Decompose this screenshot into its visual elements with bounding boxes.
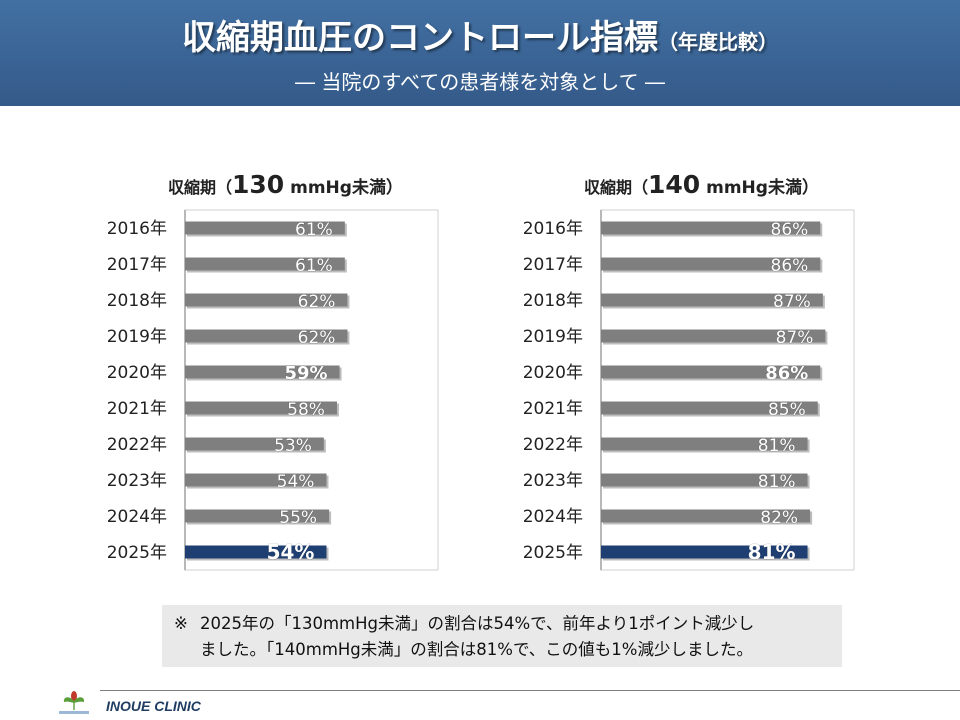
data-label: 87% <box>776 328 814 348</box>
tick-label: 2017年 <box>107 255 167 275</box>
data-label: 54% <box>267 540 315 564</box>
chart-title-number: 140 <box>648 170 701 199</box>
data-label: 55% <box>279 508 317 528</box>
chart-title-unit: mmHg未満） <box>700 178 819 198</box>
chart-title-prefix: 収縮期（ <box>584 178 649 197</box>
data-label: 86% <box>765 363 808 384</box>
tick-label: 2024年 <box>107 507 167 527</box>
tick-label: 2018年 <box>107 291 167 311</box>
data-label: 87% <box>773 292 811 312</box>
bar <box>601 473 808 487</box>
tick-label: 2020年 <box>523 363 583 383</box>
bar <box>601 293 823 307</box>
page-title: 収縮期血圧のコントロール指標（年度比較） <box>0 10 960 59</box>
data-label: 82% <box>760 508 798 528</box>
title-suffix: （年度比較） <box>658 30 778 54</box>
data-label: 86% <box>771 256 809 276</box>
bar <box>185 221 345 235</box>
bar <box>185 257 345 271</box>
tick-label: 2021年 <box>523 399 583 419</box>
bar <box>185 437 324 451</box>
tick-label: 2021年 <box>107 399 167 419</box>
tick-label: 2017年 <box>523 255 583 275</box>
bar-chart-130: 2016年 61% 2017年 61% 2018年 62% 2019年 62% 2020年 59%… <box>107 209 439 571</box>
note-line-1: 2025年の「130mmHg未満」の割合は54%で、前年より1ポイント減少し <box>200 614 755 633</box>
page-subtitle: ― 当院のすべての患者様を対象として ― <box>295 70 665 94</box>
data-label: 61% <box>295 220 333 240</box>
chart-title-number: 130 <box>232 170 285 199</box>
tick-label: 2023年 <box>107 471 167 491</box>
bar-chart-140: 2016年 86% 2017年 86% 2018年 87% 2019年 87% 2020年 86%… <box>523 209 855 571</box>
header-banner: 収縮期血圧のコントロール指標（年度比較） ― 当院のすべての患者様を対象として … <box>0 0 960 106</box>
data-label: 54% <box>277 472 315 492</box>
data-label: 81% <box>758 436 796 456</box>
bar <box>601 329 826 343</box>
bar <box>601 221 821 235</box>
bar <box>185 473 327 487</box>
clinic-name: INOUE CLINIC <box>106 698 201 714</box>
tick-label: 2024年 <box>523 507 583 527</box>
bar <box>601 545 808 559</box>
flower-logo-icon <box>59 691 89 714</box>
note-line-2: ました。「140mmHg未満」の割合は81%で、この値も1%減少しました。 <box>200 640 753 659</box>
bar <box>185 293 348 307</box>
title-main: 収縮期血圧のコントロール指標 <box>182 18 658 58</box>
bar <box>601 437 808 451</box>
note-box: ※ 2025年の「130mmHg未満」の割合は54%で、前年より1ポイント減少し… <box>162 605 842 667</box>
bar <box>601 257 821 271</box>
data-label: 53% <box>274 436 312 456</box>
bar <box>601 509 811 523</box>
tick-label: 2018年 <box>523 291 583 311</box>
chart-title-prefix: 収縮期（ <box>168 178 233 197</box>
data-label: 81% <box>748 540 796 564</box>
note-mark: ※ <box>174 614 188 633</box>
tick-label: 2019年 <box>107 327 167 347</box>
chart-title-130: 収縮期（130 mmHg未満） <box>168 170 403 199</box>
tick-label: 2022年 <box>523 435 583 455</box>
data-label: 62% <box>298 328 336 348</box>
tick-label: 2025年 <box>107 543 167 563</box>
bar <box>601 401 818 415</box>
bar <box>185 509 330 523</box>
tick-label: 2025年 <box>523 543 583 563</box>
bar <box>185 329 348 343</box>
data-label: 81% <box>758 472 796 492</box>
bar <box>601 365 821 379</box>
bar <box>185 545 327 559</box>
tick-label: 2020年 <box>107 363 167 383</box>
data-label: 85% <box>768 400 806 420</box>
bar <box>185 365 340 379</box>
tick-label: 2016年 <box>107 219 167 239</box>
data-label: 86% <box>771 220 809 240</box>
tick-label: 2019年 <box>523 327 583 347</box>
bar <box>185 401 337 415</box>
tick-label: 2023年 <box>523 471 583 491</box>
data-label: 59% <box>284 363 327 384</box>
data-label: 62% <box>298 292 336 312</box>
footer-divider <box>100 690 960 691</box>
chart-title-unit: mmHg未満） <box>284 178 403 198</box>
data-label: 58% <box>287 400 325 420</box>
tick-label: 2016年 <box>523 219 583 239</box>
tick-label: 2022年 <box>107 435 167 455</box>
data-label: 61% <box>295 256 333 276</box>
chart-title-140: 収縮期（140 mmHg未満） <box>584 170 819 199</box>
